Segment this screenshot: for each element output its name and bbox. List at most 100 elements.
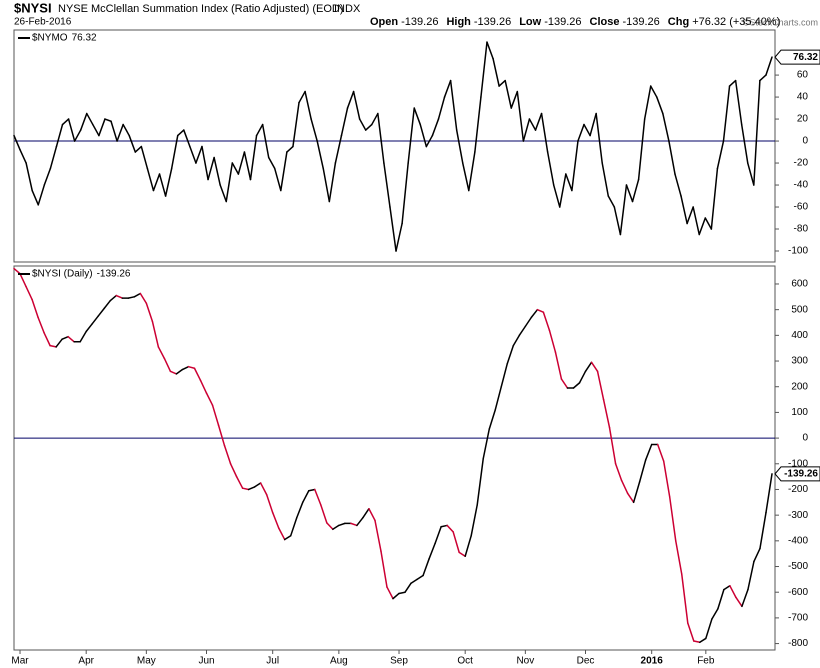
x-tick-label: Feb bbox=[697, 656, 715, 667]
last-value-label: 76.32 bbox=[793, 52, 818, 63]
date: 26-Feb-2016 bbox=[14, 17, 72, 28]
line-segment bbox=[498, 79, 506, 87]
line-segment bbox=[662, 460, 671, 498]
line-segment bbox=[407, 107, 415, 164]
line-segment bbox=[181, 365, 190, 371]
line-segment bbox=[662, 112, 670, 142]
line-segment bbox=[446, 524, 454, 533]
line-segment bbox=[590, 361, 599, 373]
line-segment bbox=[528, 118, 537, 131]
line-segment bbox=[31, 189, 40, 206]
line-segment bbox=[302, 489, 310, 504]
line-segment bbox=[139, 292, 148, 304]
line-segment bbox=[518, 325, 527, 337]
line-segment bbox=[61, 335, 69, 340]
line-segment bbox=[607, 195, 616, 208]
line-segment bbox=[380, 550, 388, 588]
last-value-tag bbox=[774, 466, 820, 482]
quote-value: -139.26 bbox=[474, 16, 511, 28]
line-segment bbox=[104, 118, 112, 123]
quote-label: Open bbox=[370, 16, 398, 28]
line-segment bbox=[516, 90, 525, 142]
line-segment bbox=[464, 534, 472, 557]
line-segment bbox=[625, 184, 634, 203]
line-segment bbox=[476, 457, 484, 506]
line-segment bbox=[577, 123, 585, 142]
panel-frame bbox=[13, 29, 776, 263]
line-segment bbox=[753, 547, 761, 563]
line-segment bbox=[583, 123, 591, 137]
line-segment bbox=[175, 368, 184, 375]
line-segment bbox=[79, 112, 88, 131]
line-segment bbox=[308, 488, 316, 492]
line-segment bbox=[55, 338, 63, 348]
x-tick-label: Dec bbox=[577, 656, 595, 667]
line-segment bbox=[470, 504, 478, 537]
line-segment bbox=[759, 511, 767, 550]
line-segment bbox=[601, 162, 610, 197]
line-segment bbox=[440, 524, 448, 528]
last-value-label: -139.26 bbox=[784, 469, 818, 480]
line-segment bbox=[211, 404, 220, 427]
line-segment bbox=[674, 540, 683, 575]
y-tick-label: 600 bbox=[791, 279, 808, 290]
line-segment bbox=[195, 145, 203, 164]
line-segment bbox=[716, 140, 725, 170]
line-segment bbox=[43, 332, 51, 347]
line-segment bbox=[92, 123, 100, 137]
credit: ©StockCharts.com bbox=[743, 17, 818, 27]
line-segment bbox=[416, 574, 424, 581]
line-segment bbox=[504, 79, 512, 109]
line-segment bbox=[170, 134, 179, 170]
line-segment bbox=[668, 140, 676, 175]
line-segment bbox=[49, 344, 57, 348]
line-segment bbox=[231, 162, 240, 175]
line-segment bbox=[374, 519, 382, 552]
line-segment bbox=[401, 162, 409, 225]
y-tick-label: -600 bbox=[788, 587, 808, 598]
line-segment bbox=[322, 167, 331, 203]
line-segment bbox=[474, 96, 482, 153]
line-segment bbox=[486, 41, 494, 60]
line-segment bbox=[443, 79, 452, 98]
y-tick-label: 300 bbox=[791, 356, 808, 367]
line-segment bbox=[332, 524, 340, 531]
quote-value: -139.26 bbox=[401, 16, 438, 28]
y-tick-label: -400 bbox=[788, 535, 808, 546]
y-tick-label: 0 bbox=[802, 433, 808, 444]
y-tick-label: -800 bbox=[788, 638, 808, 649]
line-segment bbox=[289, 516, 298, 537]
line-segment bbox=[480, 41, 488, 98]
line-segment bbox=[704, 217, 713, 230]
y-tick-label: -20 bbox=[794, 158, 809, 169]
quote-label: Chg bbox=[668, 16, 689, 28]
quote-value: -139.26 bbox=[544, 16, 581, 28]
line-segment bbox=[680, 195, 688, 225]
line-segment bbox=[314, 488, 322, 506]
line-segment bbox=[259, 482, 268, 496]
line-segment bbox=[261, 123, 270, 159]
line-segment bbox=[619, 184, 628, 236]
line-segment bbox=[116, 123, 124, 142]
y-tick-label: 400 bbox=[791, 330, 808, 341]
line-segment bbox=[699, 637, 707, 644]
line-segment bbox=[461, 162, 470, 192]
line-segment bbox=[37, 316, 45, 334]
y-tick-label: -300 bbox=[788, 510, 808, 521]
line-segment bbox=[25, 285, 33, 301]
line-segment bbox=[340, 107, 349, 137]
line-segment bbox=[115, 294, 124, 299]
line-segment bbox=[86, 112, 94, 126]
line-segment bbox=[723, 585, 731, 591]
line-segment bbox=[428, 542, 436, 560]
index-name: NYSE McClellan Summation Index (Ratio Ad… bbox=[58, 3, 344, 15]
line-segment bbox=[304, 90, 312, 120]
line-segment bbox=[395, 222, 403, 252]
line-segment bbox=[765, 56, 773, 76]
line-segment bbox=[729, 585, 737, 599]
line-segment bbox=[241, 487, 250, 491]
line-segment bbox=[253, 482, 262, 488]
x-tick-label: Oct bbox=[457, 656, 473, 667]
y-tick-label: -500 bbox=[788, 561, 808, 572]
